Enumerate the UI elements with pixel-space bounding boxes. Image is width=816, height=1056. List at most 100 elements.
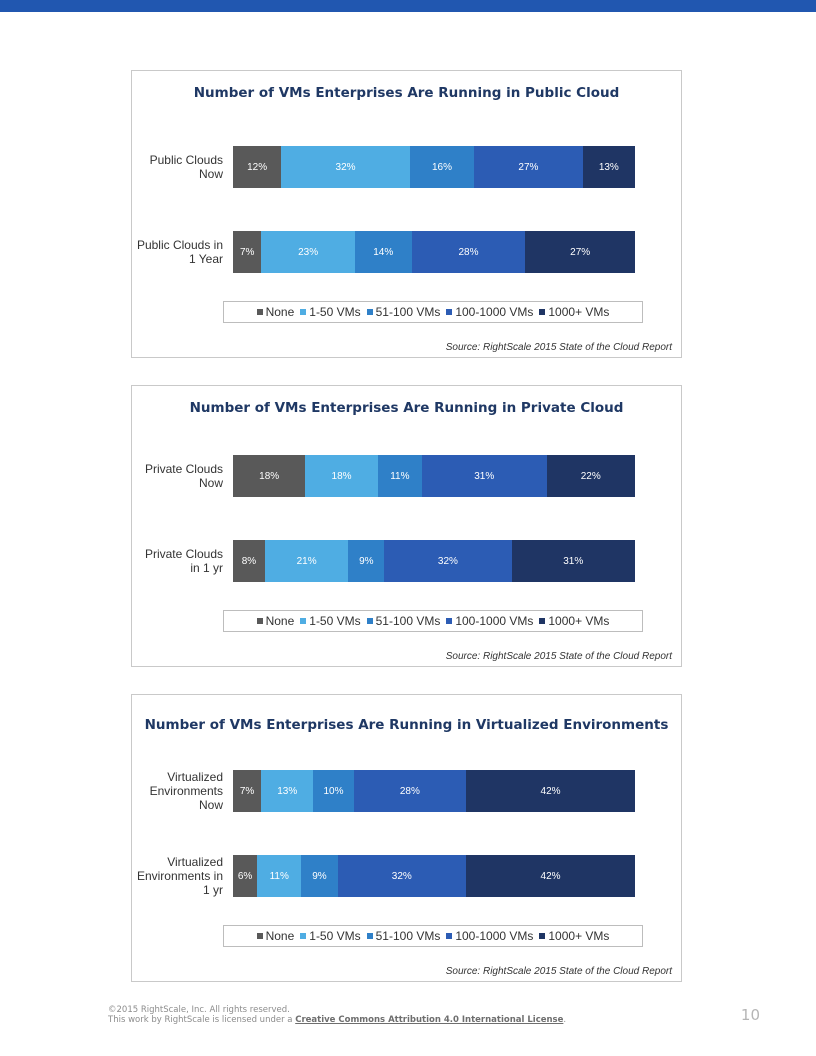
stacked-bar: 7% 13% 10% 28% 42% xyxy=(233,770,635,812)
public-cloud-chart: Number of VMs Enterprises Are Running in… xyxy=(131,70,682,358)
chart-title: Number of VMs Enterprises Are Running in… xyxy=(193,85,620,101)
legend-label: 100-1000 VMs xyxy=(455,614,534,628)
bar-segment: 10% xyxy=(313,770,354,812)
legend-label: 1000+ VMs xyxy=(548,614,610,628)
legend-label: None xyxy=(265,305,295,319)
chart-legend: None 1-50 VMs 51-100 VMs 100-1000 VMs 1000+ … xyxy=(223,610,643,632)
bar-segment: 6% xyxy=(233,855,258,897)
legend-item: None xyxy=(256,614,295,628)
bar-segment: 9% xyxy=(348,540,385,582)
data-label: 13% xyxy=(277,785,298,797)
legend-swatch xyxy=(446,618,453,624)
legend-label: None xyxy=(265,614,295,628)
bar-segment: 11% xyxy=(257,855,302,897)
bar-segment: 18% xyxy=(305,455,378,497)
data-label: 11% xyxy=(269,870,289,882)
data-label: 23% xyxy=(298,246,319,258)
row-label: Public Clouds in 1 Year xyxy=(136,238,223,266)
legend-item: 100-1000 VMs xyxy=(446,929,533,943)
data-label: 21% xyxy=(296,555,317,567)
license-line: This work by RightScale is licensed unde… xyxy=(108,1015,566,1025)
bar-segment: 18% xyxy=(233,455,306,497)
private-cloud-chart: Number of VMs Enterprises Are Running in… xyxy=(131,385,682,667)
legend-item: 51-100 VMs xyxy=(366,929,440,943)
legend-item: 1000+ VMs xyxy=(539,614,609,628)
legend-label: 1-50 VMs xyxy=(309,614,361,628)
row-label: Private Clouds Now xyxy=(144,462,223,490)
top-accent-bar xyxy=(0,0,816,12)
legend-item: None xyxy=(256,929,295,943)
bar-segment: 13% xyxy=(261,770,314,812)
legend-swatch xyxy=(300,309,307,315)
legend-swatch xyxy=(256,618,263,624)
license-link[interactable]: Creative Commons Attribution 4.0 Interna… xyxy=(295,1015,564,1025)
data-label: 10% xyxy=(323,785,344,797)
legend-swatch xyxy=(366,309,373,315)
legend-swatch xyxy=(446,933,453,939)
row-label: Private Clouds in 1 yr xyxy=(144,547,223,575)
stacked-bar: 12% 32% 16% 27% 13% xyxy=(233,146,635,188)
bar-segment: 31% xyxy=(421,455,547,497)
bar-segment: 7% xyxy=(233,770,262,812)
virtualized-env-chart: Number of VMs Enterprises Are Running in… xyxy=(131,694,682,982)
legend-swatch xyxy=(539,933,546,939)
data-label: 27% xyxy=(570,246,591,258)
data-label: 8% xyxy=(241,555,257,567)
legend-label: 1-50 VMs xyxy=(309,929,361,943)
legend-item: 51-100 VMs xyxy=(366,614,441,628)
license-prefix: This work by RightScale is licensed unde… xyxy=(108,1015,296,1025)
data-label: 32% xyxy=(437,555,458,567)
legend-swatch xyxy=(539,309,546,315)
legend-label: 100-1000 VMs xyxy=(455,305,534,319)
data-label: 12% xyxy=(247,161,268,173)
data-label: 18% xyxy=(259,470,280,482)
bar-segment: 28% xyxy=(353,770,467,812)
legend-item: 100-1000 VMs xyxy=(446,305,533,319)
data-label: 6% xyxy=(237,870,253,882)
legend-label: 51-100 VMs xyxy=(375,305,441,319)
stacked-bar: 8% 21% 9% 32% 31% xyxy=(233,540,635,582)
legend-swatch xyxy=(300,933,307,939)
legend-item: 1-50 VMs xyxy=(300,614,361,628)
bar-segment: 13% xyxy=(582,146,635,188)
data-label: 11% xyxy=(390,470,410,482)
legend-label: 1000+ VMs xyxy=(548,305,610,319)
legend-label: 1000+ VMs xyxy=(548,929,610,943)
bar-segment: 27% xyxy=(525,231,635,273)
legend-item: 1000+ VMs xyxy=(539,929,609,943)
row-label: Virtualized Environments Now xyxy=(149,770,223,812)
data-label: 32% xyxy=(335,161,356,173)
data-label: 22% xyxy=(580,470,601,482)
data-label: 42% xyxy=(540,870,561,882)
data-label: 42% xyxy=(540,785,561,797)
data-label: 28% xyxy=(399,785,420,797)
row-label: Public Clouds Now xyxy=(149,153,223,181)
bar-segment: 8% xyxy=(233,540,265,582)
data-label: 18% xyxy=(331,470,352,482)
legend-label: None xyxy=(265,929,295,943)
bar-segment: 11% xyxy=(377,455,422,497)
data-label: 14% xyxy=(373,246,394,258)
chart-source: Source: RightScale 2015 State of the Clo… xyxy=(445,342,672,353)
bar-segment: 9% xyxy=(301,855,338,897)
bar-segment: 42% xyxy=(466,770,635,812)
legend-item: 51-100 VMs xyxy=(366,305,441,319)
bar-segment: 21% xyxy=(264,540,349,582)
bar-segment: 12% xyxy=(233,146,282,188)
row-label: Virtualized Environments in 1 yr xyxy=(136,855,223,897)
copyright-text: ©2015 RightScale, Inc. All rights reserv… xyxy=(108,1005,290,1015)
data-label: 13% xyxy=(598,161,619,173)
legend-item: None xyxy=(256,305,295,319)
page-number: 10 xyxy=(740,1006,760,1024)
data-label: 32% xyxy=(391,870,412,882)
legend-swatch xyxy=(446,309,453,315)
bar-segment: 28% xyxy=(411,231,526,273)
chart-legend: None 1-50 VMs 51-100 VMs 100-1000 VMs 1000+ … xyxy=(223,925,643,947)
data-label: 27% xyxy=(518,161,539,173)
bar-segment: 32% xyxy=(337,855,467,897)
data-label: 7% xyxy=(239,246,255,258)
legend-label: 51-100 VMs xyxy=(375,614,441,628)
chart-source: Source: RightScale 2015 State of the Clo… xyxy=(445,966,672,977)
data-label: 16% xyxy=(432,161,453,173)
legend-swatch xyxy=(256,933,263,939)
